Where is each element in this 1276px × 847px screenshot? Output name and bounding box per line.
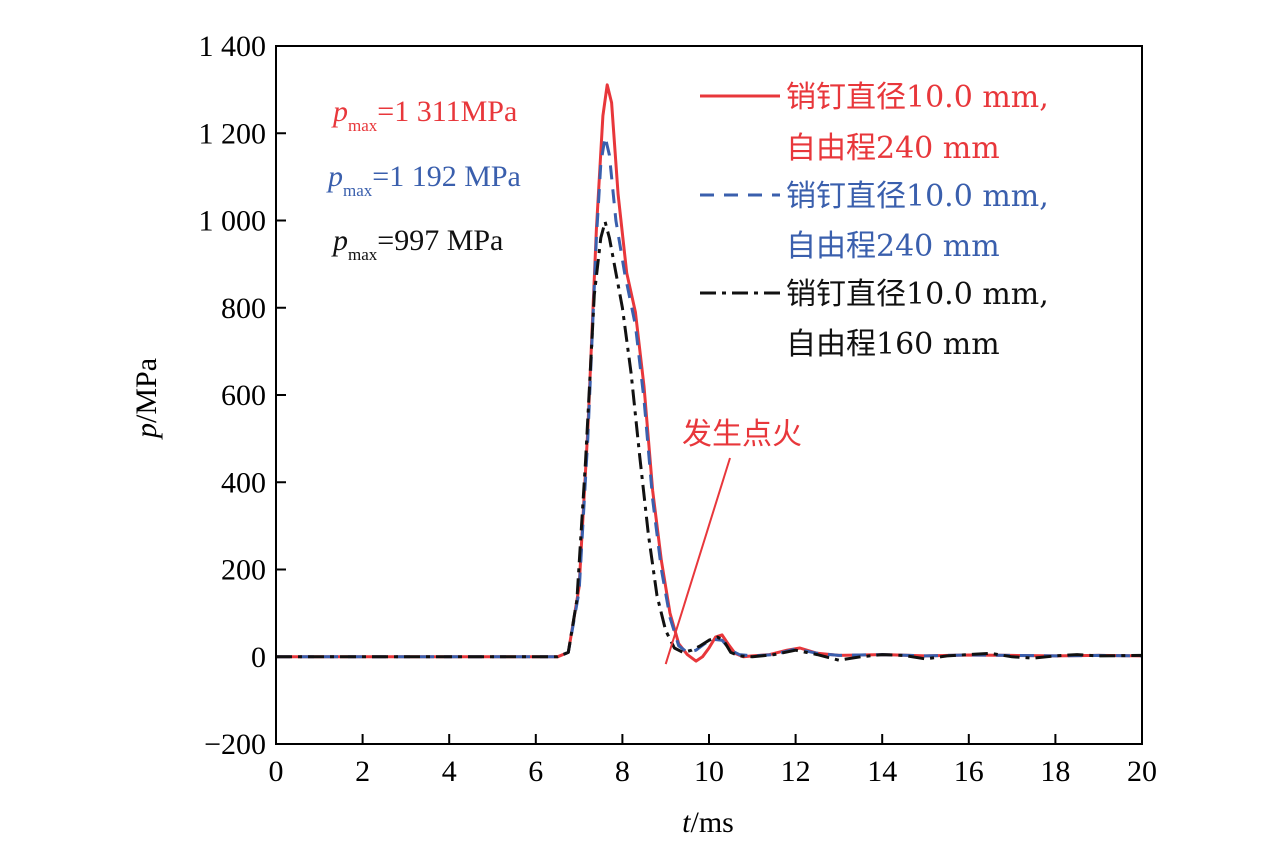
- peak-annotation-3-var: p: [331, 224, 348, 257]
- x-tick-label: 4: [442, 755, 457, 788]
- legend-label-2-line2: 自由程240 mm: [786, 229, 1000, 264]
- peak-annotation-3-value: =997 MPa: [377, 224, 503, 257]
- y-tick-label: 200: [221, 554, 266, 587]
- legend: 销钉直径10.0 mm, 自由程240 mm 销钉直径10.0 mm, 自由程2…: [700, 80, 1049, 362]
- x-tick-label: 16: [954, 755, 984, 788]
- peak-annotation-1-value: =1 311MPa: [377, 95, 517, 128]
- x-tick-label: 8: [615, 755, 630, 788]
- y-tick-label: 1 400: [199, 30, 267, 63]
- x-tick-label: 6: [528, 755, 543, 788]
- callout-text: 发生点火: [682, 417, 802, 452]
- x-tick-label: 12: [781, 755, 811, 788]
- x-axis-variable: t: [682, 806, 691, 839]
- peak-annotation-2-value: =1 192 MPa: [372, 160, 521, 193]
- y-tick-label: 1 000: [199, 205, 267, 238]
- peak-annotation-2: pmax=1 192 MPa: [326, 160, 521, 200]
- peak-annotation-3: pmax=997 MPa: [331, 224, 503, 264]
- plot-frame: [275, 45, 1143, 745]
- series-line-3: [276, 220, 1143, 662]
- legend-label-2-line1: 销钉直径10.0 mm,: [786, 179, 1049, 214]
- legend-label-1-line2: 自由程240 mm: [786, 131, 1000, 166]
- peak-annotation-1-var: p: [331, 95, 348, 128]
- ignition-callout: 发生点火: [664, 417, 802, 665]
- callout-leader-line: [664, 457, 731, 665]
- peak-annotation-1: pmax=1 311MPa: [331, 95, 517, 135]
- x-tick-label: 20: [1127, 755, 1157, 788]
- legend-label-1-line1: 销钉直径10.0 mm,: [786, 80, 1049, 115]
- y-axis-variable: p: [130, 423, 163, 440]
- series-lines: [276, 83, 1143, 663]
- y-tick-label: 1 200: [199, 117, 267, 150]
- peak-annotation-3-sub: max: [348, 245, 378, 264]
- peak-annotations: pmax=1 311MPa pmax=1 192 MPa pmax=997 MP…: [326, 95, 521, 264]
- y-tick-label: 0: [251, 641, 266, 674]
- series-line-2: [276, 135, 1143, 659]
- y-axis-unit: /MPa: [130, 358, 163, 423]
- y-axis-label: p/MPa: [130, 358, 163, 440]
- legend-label-3-line1: 销钉直径10.0 mm,: [786, 277, 1049, 312]
- x-axis-label: t/ms: [682, 806, 734, 839]
- x-tick-label: 0: [269, 755, 284, 788]
- x-tick-label: 2: [355, 755, 370, 788]
- x-tick-label: 18: [1040, 755, 1070, 788]
- x-tick-label: 14: [867, 755, 897, 788]
- peak-annotation-2-sub: max: [343, 181, 373, 200]
- x-tick-label: 10: [694, 755, 724, 788]
- y-tick-label: −200: [204, 728, 266, 761]
- peak-annotation-1-sub: max: [348, 116, 378, 135]
- y-tick-label: 400: [221, 466, 266, 499]
- y-tick-label: 800: [221, 292, 266, 325]
- x-axis-unit: /ms: [690, 806, 733, 839]
- peak-annotation-2-var: p: [326, 160, 343, 193]
- legend-label-3-line2: 自由程160 mm: [786, 327, 1000, 362]
- y-tick-label: 600: [221, 379, 266, 412]
